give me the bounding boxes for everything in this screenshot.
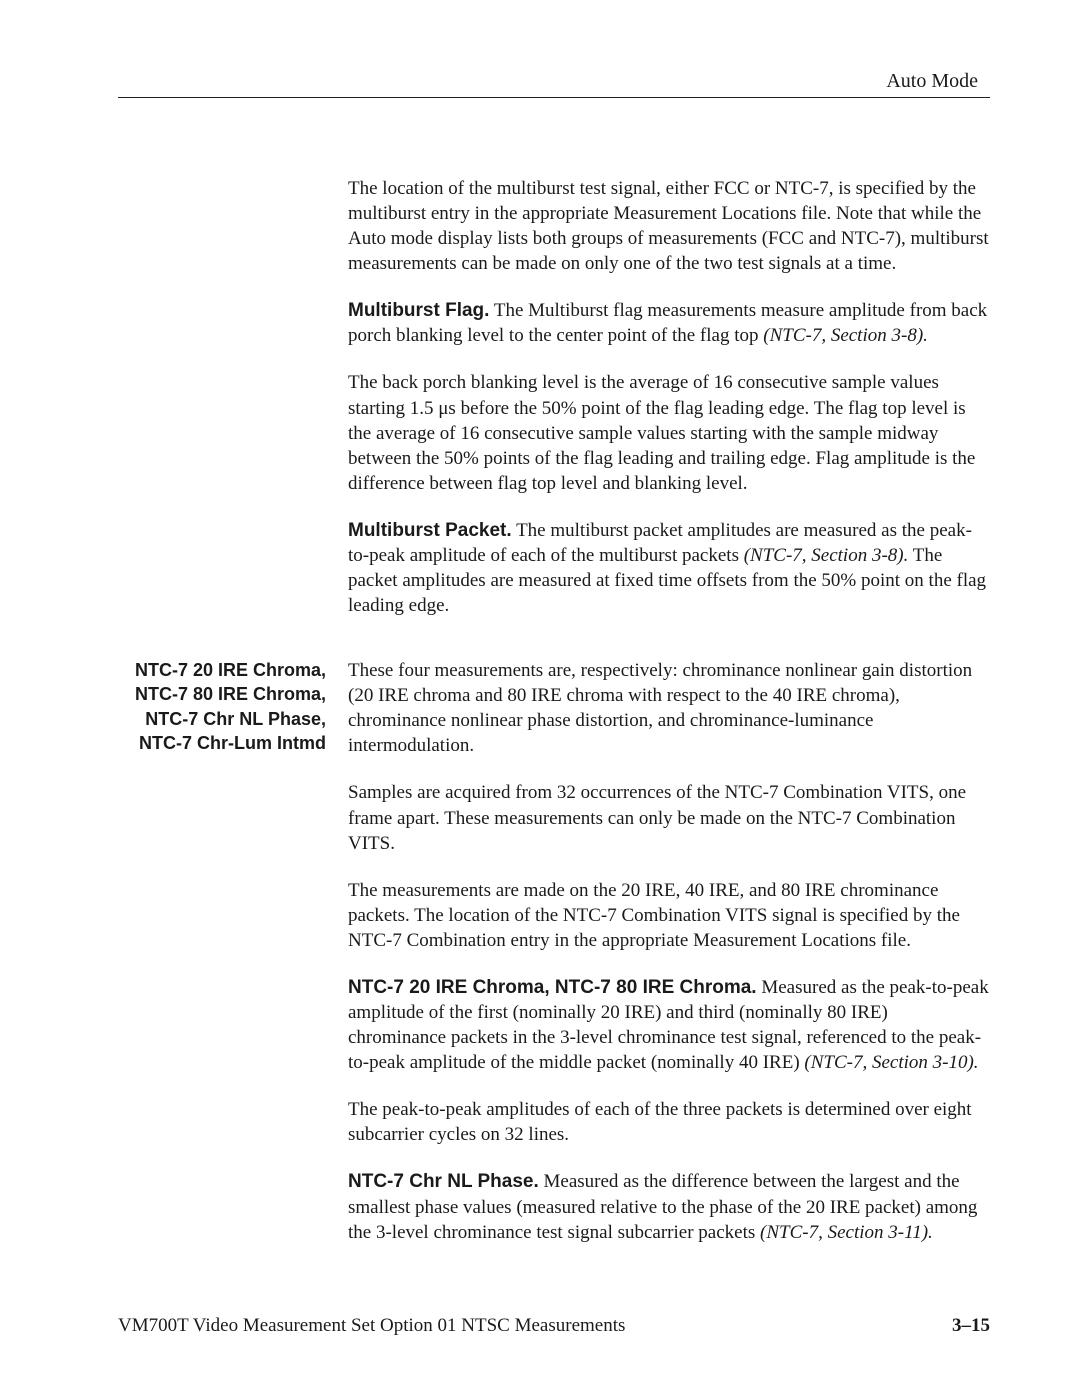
page-header: Auto Mode [118,70,990,93]
ref-mp: (NTC-7, Section 3-8). [744,545,909,566]
footer-page-number: 3–15 [952,1315,990,1337]
para-multiburst-packet: Multiburst Packet. The multiburst packet… [348,518,990,618]
para-ntc7-pp: The peak-to-peak amplitudes of each of t… [348,1097,990,1147]
para-multiburst-flag: Multiburst Flag. The Multiburst flag mea… [348,298,990,348]
side-line-1: NTC-7 20 IRE Chroma, [118,658,326,682]
body-multiburst: The location of the multiburst test sign… [348,176,990,658]
run-in-multiburst-flag: Multiburst Flag. [348,300,489,321]
side-line-2: NTC-7 80 IRE Chroma, [118,682,326,706]
para-ntc7-location: The measurements are made on the 20 IRE,… [348,878,990,953]
run-in-ntc7-20-80: NTC-7 20 IRE Chroma, NTC-7 80 IRE Chroma… [348,977,757,998]
run-in-multiburst-packet: Multiburst Packet. [348,520,512,541]
para-ntc7-20-80: NTC-7 20 IRE Chroma, NTC-7 80 IRE Chroma… [348,975,990,1075]
header-rule [118,97,990,98]
para-ntc7-intro: These four measurements are, respectivel… [348,658,990,758]
footer-left: VM700T Video Measurement Set Option 01 N… [118,1315,625,1337]
header-title: Auto Mode [886,70,978,92]
side-ntc7: NTC-7 20 IRE Chroma, NTC-7 80 IRE Chroma… [118,658,348,755]
block-ntc7: NTC-7 20 IRE Chroma, NTC-7 80 IRE Chroma… [118,658,990,1266]
run-in-ntc7-phase: NTC-7 Chr NL Phase. [348,1171,539,1192]
body-ntc7: These four measurements are, respectivel… [348,658,990,1266]
content: The location of the multiburst test sign… [118,176,990,1267]
footer: VM700T Video Measurement Set Option 01 N… [118,1315,990,1337]
ref-mf: (NTC-7, Section 3-8). [763,325,928,346]
para-ntc7-samples: Samples are acquired from 32 occurrences… [348,780,990,855]
para-ntc7-phase: NTC-7 Chr NL Phase. Measured as the diff… [348,1169,990,1244]
para-intro: The location of the multiburst test sign… [348,176,990,276]
block-multiburst: The location of the multiburst test sign… [118,176,990,658]
para-blanking: The back porch blanking level is the ave… [348,370,990,495]
ref-n20: (NTC-7, Section 3-10). [804,1052,978,1073]
side-line-4: NTC-7 Chr-Lum Intmd [118,731,326,755]
page: Auto Mode The location of the multiburst… [0,0,1080,1397]
side-line-3: NTC-7 Chr NL Phase, [118,707,326,731]
ref-nph: (NTC-7, Section 3-11). [760,1222,933,1243]
